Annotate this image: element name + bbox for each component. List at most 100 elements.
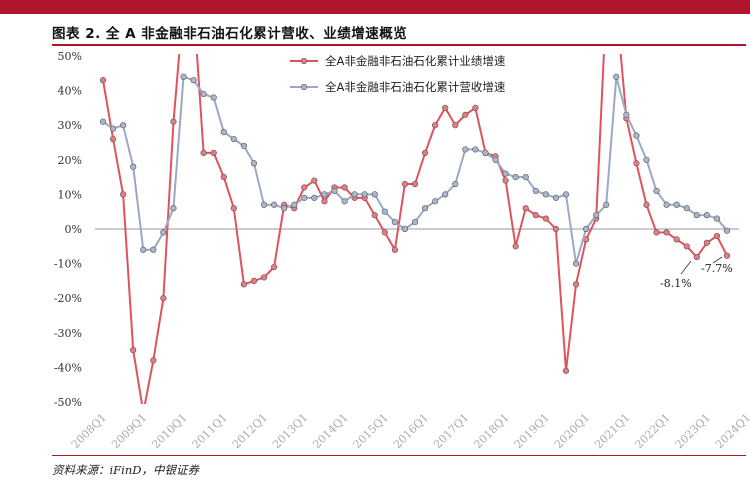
data-point: [391, 218, 398, 226]
data-point: [653, 229, 660, 236]
x-tick-label: 2019Q1: [512, 411, 552, 451]
y-tick-label: -10%: [54, 258, 82, 271]
data-point: [250, 277, 258, 285]
y-tick-label: 40%: [58, 85, 82, 98]
data-point: [452, 122, 459, 129]
data-point: [260, 201, 268, 208]
data-point: [291, 201, 298, 208]
data-point: [200, 149, 207, 156]
data-point: [401, 180, 409, 188]
data-point: [683, 205, 690, 212]
top-accent-bar: [0, 0, 750, 14]
data-point: [301, 184, 308, 191]
data-point: [432, 198, 439, 205]
data-point: [130, 347, 137, 354]
data-point: [723, 227, 731, 234]
data-point: [482, 149, 489, 156]
data-point: [572, 281, 580, 288]
data-point: [462, 146, 469, 153]
data-point: [240, 142, 248, 150]
data-point: [331, 187, 338, 195]
data-point: [411, 218, 419, 226]
x-tick-label: 2008Q1: [69, 411, 109, 451]
data-point: [502, 177, 509, 184]
data-point: [99, 77, 107, 84]
data-point: [130, 163, 137, 170]
data-point: [442, 191, 449, 198]
data-point: [442, 104, 449, 111]
x-tick-label: 2010Q1: [149, 411, 189, 451]
data-point: [140, 246, 147, 253]
y-tick-label: -20%: [54, 292, 82, 305]
x-tick-label: 2021Q1: [592, 411, 632, 451]
data-point: [603, 201, 610, 208]
legend-label: 全A非金融非石油石化累计营收增速: [325, 80, 506, 94]
data-point: [532, 212, 539, 219]
chart-title: 图表 2. 全 A 非金融非石油石化累计营收、业绩增速概览: [52, 26, 408, 42]
x-tick-label: 2009Q1: [109, 411, 149, 451]
data-point: [361, 191, 368, 198]
data-point: [371, 191, 378, 198]
x-tick-label: 2013Q1: [270, 411, 310, 451]
data-point: [150, 357, 157, 364]
data-point: [411, 180, 419, 188]
y-tick-label: 50%: [58, 50, 82, 63]
data-point: [260, 274, 268, 281]
x-tick-label: 2012Q1: [230, 411, 270, 451]
data-point: [552, 194, 560, 201]
legend-label: 全A非金融非石油石化累计业绩增速: [325, 54, 506, 68]
data-point: [351, 191, 358, 198]
data-point: [502, 170, 509, 177]
data-point: [220, 174, 227, 181]
annotation-label: -8.1%: [660, 277, 692, 290]
data-point: [321, 191, 328, 198]
data-point: [572, 260, 580, 267]
x-tick-label: 2020Q1: [552, 411, 592, 451]
data-point: [603, 1, 609, 7]
data-point: [582, 225, 590, 233]
data-point: [109, 135, 117, 143]
data-point: [522, 205, 529, 212]
x-tick-label: 2024Q1: [713, 411, 750, 451]
data-point: [633, 160, 640, 167]
data-point: [341, 184, 348, 191]
data-point: [643, 201, 650, 208]
data-point: [391, 246, 398, 253]
data-point: [381, 229, 388, 236]
data-point: [181, 1, 187, 7]
data-point: [593, 212, 600, 219]
data-point: [341, 198, 348, 205]
y-tick-label: 0%: [65, 223, 82, 236]
data-point: [663, 229, 670, 236]
x-tick-label: 2022Q1: [632, 411, 672, 451]
x-tick-label: 2018Q1: [471, 411, 511, 451]
data-point: [210, 94, 217, 101]
y-tick-label: 30%: [58, 119, 82, 132]
data-point: [150, 246, 157, 253]
plot-area: [99, 1, 731, 404]
data-point: [492, 156, 499, 163]
legend-marker: [300, 57, 308, 65]
annotation-label: -7.7%: [701, 262, 733, 275]
data-point: [683, 243, 690, 250]
data-point: [230, 205, 237, 212]
data-point: [160, 229, 167, 236]
data-point: [109, 125, 117, 132]
legend-marker: [300, 83, 308, 91]
y-tick-label: -50%: [54, 396, 82, 409]
data-point: [301, 194, 308, 201]
data-point: [240, 281, 248, 288]
data-point: [562, 191, 570, 198]
data-point: [230, 135, 237, 143]
data-point: [311, 177, 318, 184]
data-point: [371, 212, 378, 219]
series-line-1: [102, 75, 728, 264]
data-point: [421, 149, 429, 156]
annotation-leader: [680, 260, 692, 275]
data-point: [562, 367, 570, 374]
data-point: [270, 201, 278, 208]
y-tick-label: 10%: [58, 188, 82, 201]
data-point: [723, 252, 731, 259]
data-point: [663, 201, 670, 208]
x-tick-label: 2015Q1: [351, 411, 391, 451]
